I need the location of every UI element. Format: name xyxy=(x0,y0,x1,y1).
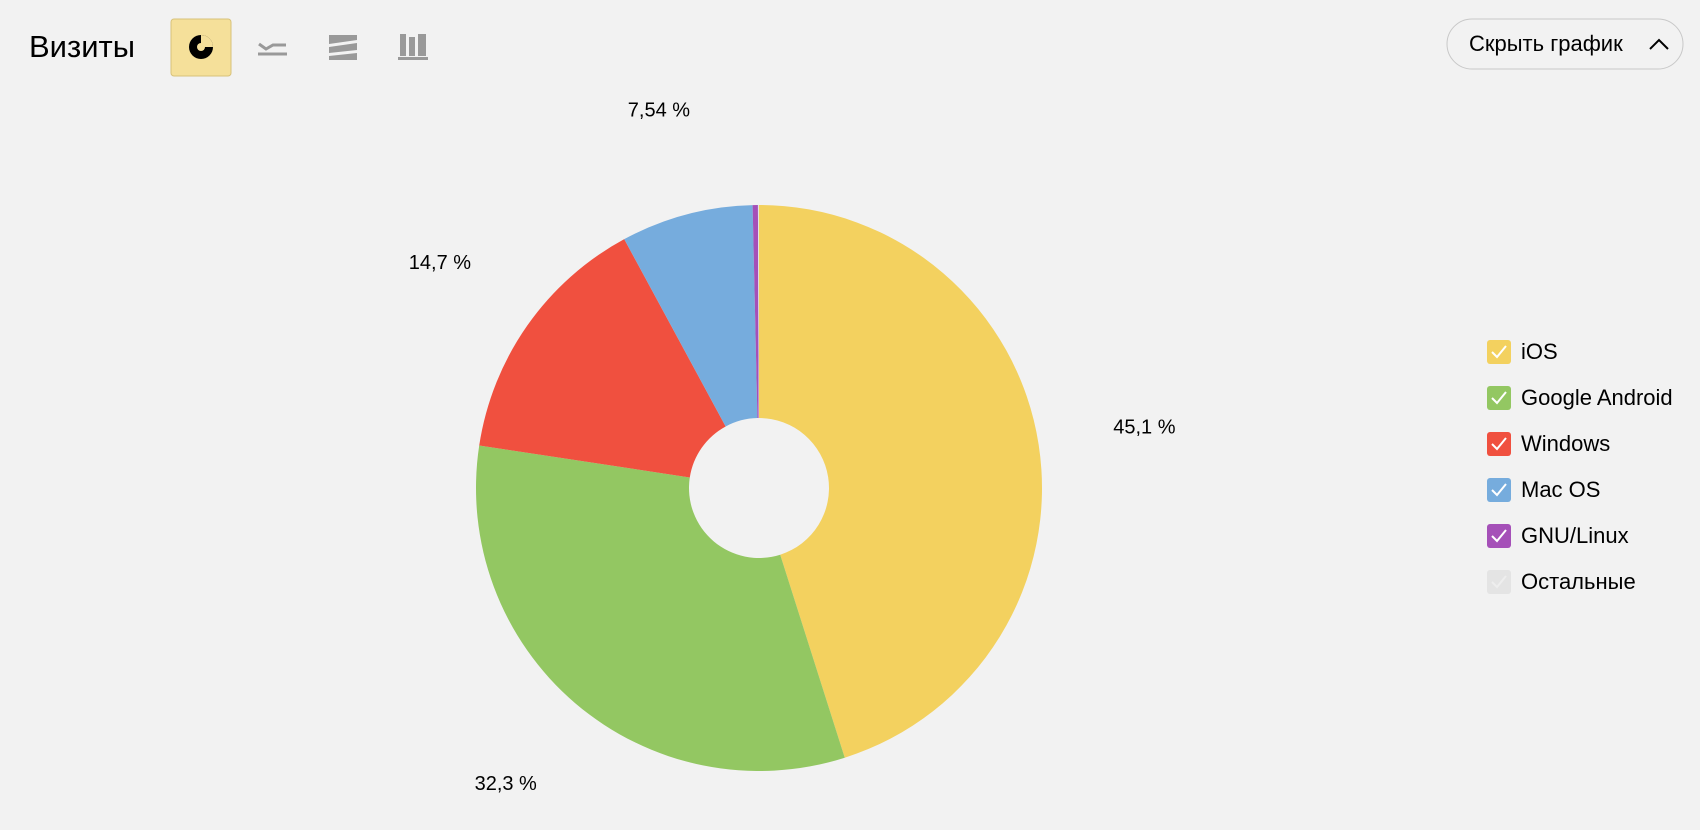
pie-slice xyxy=(479,239,726,478)
legend-checkbox[interactable] xyxy=(1487,340,1511,364)
value-label: 7,54 % xyxy=(628,99,690,121)
legend-label[interactable]: Windows xyxy=(1521,431,1610,456)
button-label: Скрыть график xyxy=(1469,31,1623,56)
legend-checkbox[interactable] xyxy=(1487,524,1511,548)
legend-check xyxy=(1491,483,1507,497)
legend-label[interactable]: Google Android xyxy=(1521,385,1673,410)
page-title: Визиты xyxy=(29,29,135,64)
pie-button[interactable] xyxy=(170,18,232,77)
pie-slice xyxy=(752,205,759,419)
legend-label[interactable]: Остальные xyxy=(1521,569,1636,594)
legend-check xyxy=(1491,529,1507,543)
legend-label[interactable]: GNU/Linux xyxy=(1521,523,1629,548)
legend-check xyxy=(1491,575,1507,589)
bar-button[interactable] xyxy=(398,34,428,60)
legend-label[interactable]: iOS xyxy=(1521,339,1558,364)
value-label: 32,3 % xyxy=(475,773,537,795)
legend-label[interactable]: Mac OS xyxy=(1521,477,1600,502)
hide-chart-button[interactable]: Скрыть график xyxy=(1446,18,1684,70)
value-label: 14,7 % xyxy=(409,252,471,274)
legend-check xyxy=(1491,391,1507,405)
area-button[interactable] xyxy=(329,35,357,60)
value-label: 45,1 % xyxy=(1113,416,1175,438)
legend-checkbox[interactable] xyxy=(1487,570,1511,594)
legend-checkbox[interactable] xyxy=(1487,432,1511,456)
pie-slice xyxy=(757,205,759,419)
pie-slice xyxy=(624,205,758,427)
legend-check xyxy=(1491,345,1507,359)
legend-check xyxy=(1491,437,1507,451)
legend-checkbox[interactable] xyxy=(1487,478,1511,502)
pie-slice xyxy=(759,205,1042,758)
line-button[interactable] xyxy=(258,42,287,56)
legend-checkbox[interactable] xyxy=(1487,386,1511,410)
pie-slice xyxy=(476,445,845,771)
